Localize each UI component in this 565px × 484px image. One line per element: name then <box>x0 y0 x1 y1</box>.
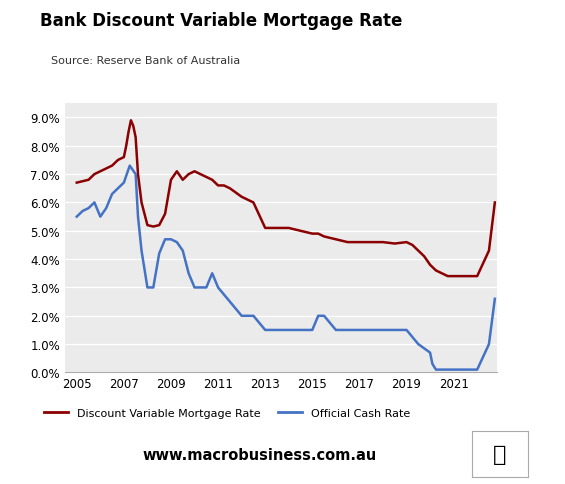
Legend: Discount Variable Mortgage Rate, Official Cash Rate: Discount Variable Mortgage Rate, Officia… <box>40 404 415 423</box>
Text: BUSINESS: BUSINESS <box>434 48 524 63</box>
Text: Bank Discount Variable Mortgage Rate: Bank Discount Variable Mortgage Rate <box>40 12 402 30</box>
Text: 🐺: 🐺 <box>493 444 507 464</box>
Text: www.macrobusiness.com.au: www.macrobusiness.com.au <box>143 447 377 462</box>
Text: MACRO: MACRO <box>446 20 512 35</box>
Text: Source: Reserve Bank of Australia: Source: Reserve Bank of Australia <box>51 56 240 66</box>
